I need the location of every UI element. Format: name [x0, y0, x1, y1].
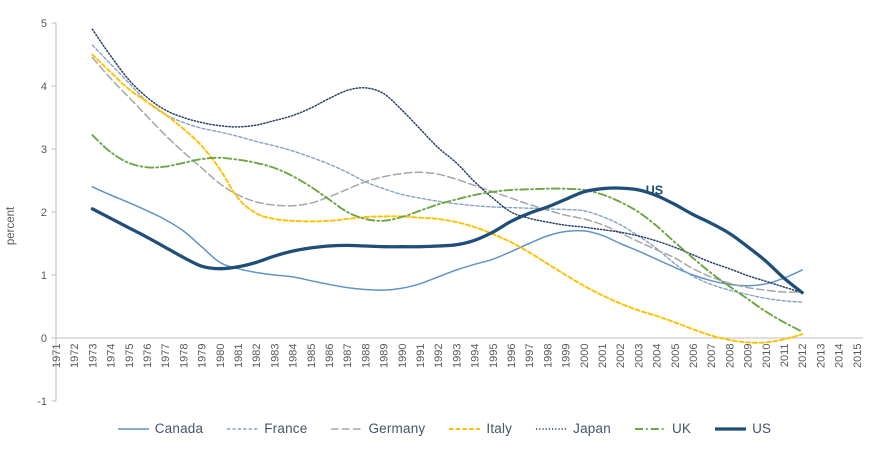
legend-label: Italy: [486, 421, 513, 436]
us-series-annotation: US: [646, 183, 663, 197]
y-axis-tick-label: 0: [41, 333, 47, 345]
legend-marker-italy: [449, 427, 481, 430]
legend-item-us: US: [714, 421, 771, 436]
x-axis-tick-label: 1982: [251, 344, 263, 368]
x-axis-tick-label: 1992: [433, 344, 445, 368]
series-line-uk: [91, 134, 804, 333]
series-line-japan: [91, 28, 803, 294]
x-axis-tick-label: 1974: [106, 344, 118, 368]
x-axis-tick-label: 1979: [197, 344, 209, 368]
x-axis-tick-label: 1999: [561, 344, 573, 368]
x-axis-tick-label: 1998: [542, 344, 554, 368]
x-axis-tick-label: 1988: [360, 344, 372, 368]
y-axis-tick-label: 5: [41, 18, 47, 30]
legend-item-canada: Canada: [117, 421, 204, 436]
legend-label: Germany: [368, 421, 426, 436]
y-axis-tick-label: -1: [37, 396, 47, 408]
series-lines: [90, 28, 804, 344]
x-axis-tick-label: 2008: [724, 344, 736, 368]
x-axis-tick-label: 2005: [670, 344, 682, 368]
legend-marker-japan: [536, 427, 568, 430]
x-axis-tick-label: 1977: [160, 344, 172, 368]
x-axis-tick-label: 1994: [470, 344, 482, 368]
legend-marker-france: [227, 427, 259, 430]
y-axis-tick-label: 4: [41, 81, 47, 93]
x-axis-tick-label: 1980: [215, 344, 227, 368]
legend-marker-uk: [634, 427, 666, 430]
x-axis-tick-label: 2014: [834, 344, 846, 368]
x-axis-tick-label: 1990: [397, 344, 409, 368]
legend-item-uk: UK: [634, 421, 691, 436]
legend-marker-canada: [117, 427, 149, 430]
x-axis-tick-label: 1981: [233, 344, 245, 368]
x-axis-tick-label: 2013: [815, 344, 827, 368]
x-axis-tick-label: 1971: [51, 344, 63, 368]
x-axis-tick-label: 1983: [269, 344, 281, 368]
axes: 5 4 3 2 1 0 -1 1971 1972 1973 1974 1975 1976 1977 1978…: [37, 18, 864, 408]
x-axis-tick-label: 1986: [324, 344, 336, 368]
x-axis-tick-label: 1993: [451, 344, 463, 368]
series-line-us: [90, 186, 804, 295]
series-line-canada: [91, 186, 803, 291]
x-axis-tick-label: 2007: [706, 344, 718, 368]
legend-item-germany: Germany: [330, 421, 425, 436]
x-axis-tick-label: 1991: [415, 344, 427, 368]
x-axis-tick-label: 1975: [124, 344, 136, 368]
x-axis-tick-label: 2012: [797, 344, 809, 368]
legend-label: Canada: [154, 421, 204, 436]
series-line-germany: [91, 56, 803, 293]
x-axis-tick-label: 2000: [579, 344, 591, 368]
legend: Canada France Germany Italy Japan UK US: [0, 421, 888, 436]
x-axis-tick-label: 1973: [87, 344, 99, 368]
x-axis-tick-label: 2015: [852, 344, 864, 368]
y-axis-tick-label: 1: [41, 270, 47, 282]
x-axis-tick-label: 1972: [69, 344, 81, 368]
legend-marker-us: [715, 426, 747, 431]
legend-label: UK: [671, 421, 692, 436]
x-axis-tick-label: 2001: [597, 344, 609, 368]
legend-label: US: [752, 421, 772, 436]
x-axis-tick-label: 1978: [178, 344, 190, 368]
x-axis-tick-label: 1996: [506, 344, 518, 368]
legend-label: France: [264, 421, 308, 436]
x-axis-tick-label: 1995: [488, 344, 500, 368]
x-axis-tick-label: 2002: [615, 344, 627, 368]
x-axis-tick-label: 1985: [306, 344, 318, 368]
y-axis-title: percent: [5, 206, 17, 245]
x-axis-tick-label: 2006: [688, 344, 700, 368]
x-axis-tick-label: 2010: [761, 344, 773, 368]
y-axis-tick-label: 2: [41, 207, 47, 219]
x-axis-tick-label: 1984: [288, 344, 300, 368]
x-axis-tick-label: 1987: [342, 344, 354, 368]
legend-item-france: France: [226, 421, 307, 436]
legend-item-japan: Japan: [535, 421, 611, 436]
x-axis-tick-label: 2009: [743, 344, 755, 368]
legend-marker-germany: [331, 427, 363, 430]
x-axis-tick-label: 2003: [633, 344, 645, 368]
legend-label: Japan: [573, 421, 611, 436]
x-axis-tick-label: 1989: [379, 344, 391, 368]
x-axis-tick-label: 1997: [524, 344, 536, 368]
legend-item-italy: Italy: [448, 421, 512, 436]
series-line-italy: [91, 53, 804, 344]
y-axis-tick-label: 3: [41, 144, 47, 156]
x-axis-tick-label: 2011: [779, 344, 791, 368]
x-axis-tick-label: 1976: [142, 344, 154, 368]
x-axis-tick-label: 2004: [652, 344, 664, 368]
